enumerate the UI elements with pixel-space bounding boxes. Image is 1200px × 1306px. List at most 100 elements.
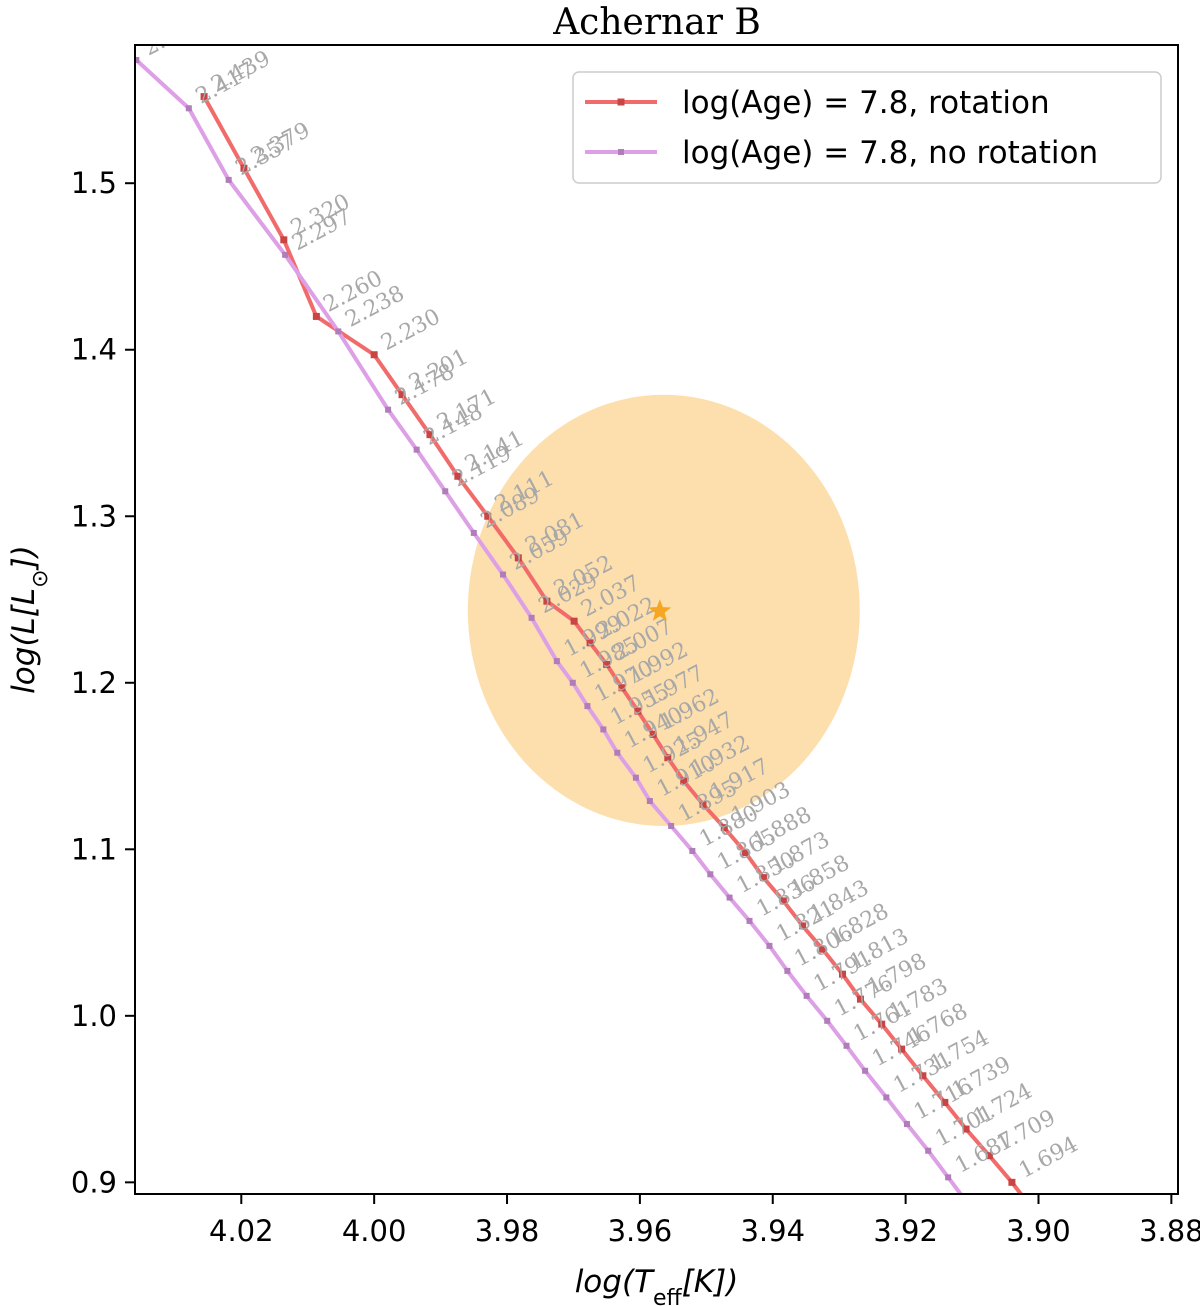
y-axis-label: log(L[L⊙]) bbox=[6, 545, 53, 694]
series-0-point bbox=[878, 1020, 886, 1028]
y-axis-ticks: 0.9 1.0 1.1 1.2 1.3 1.4 1.5 bbox=[71, 166, 135, 1199]
series-1-point bbox=[689, 847, 696, 854]
chart-title: Achernar B bbox=[552, 2, 761, 43]
series-1-point bbox=[569, 679, 576, 686]
series-0-point bbox=[680, 777, 688, 785]
legend-label-no-rotation: log(Age) = 7.8, no rotation bbox=[682, 135, 1098, 171]
series-0-point bbox=[919, 1072, 927, 1080]
series-0-point bbox=[1008, 1178, 1016, 1186]
series-1-point bbox=[632, 774, 639, 781]
legend: log(Age) = 7.8, rotation log(Age) = 7.8,… bbox=[572, 71, 1162, 184]
x-tick-label: 4.00 bbox=[342, 1214, 407, 1248]
series-0-point bbox=[312, 312, 320, 320]
y-tick-label: 1.1 bbox=[71, 832, 117, 866]
series-1-point bbox=[335, 328, 342, 335]
legend-box bbox=[572, 71, 1162, 184]
x-axis-label-text: log(Teff[K]) bbox=[575, 1264, 739, 1306]
series-0-point bbox=[720, 824, 728, 832]
series-1-point bbox=[413, 446, 420, 453]
plot-area: 2.4392.3792.3202.2602.2302.2012.1712.141… bbox=[135, 10, 1082, 1235]
series-1-point bbox=[766, 942, 773, 949]
series-1-point bbox=[600, 726, 607, 733]
series-0-point bbox=[370, 351, 378, 359]
star-layer bbox=[648, 599, 672, 621]
series-0-point bbox=[664, 754, 672, 762]
x-tick-label: 4.02 bbox=[209, 1214, 274, 1248]
series-0-point bbox=[759, 874, 767, 882]
series-0-point bbox=[586, 639, 594, 647]
series-0-point bbox=[280, 236, 288, 244]
series-layer bbox=[135, 56, 1036, 1235]
y-tick-label: 1.3 bbox=[71, 499, 117, 533]
series-0-point bbox=[454, 472, 462, 480]
x-tick-label: 3.88 bbox=[1139, 1214, 1200, 1248]
series-1-point bbox=[385, 406, 392, 413]
series-1-point bbox=[668, 822, 675, 829]
series-1-point bbox=[965, 1201, 971, 1207]
mass-label: 2.476 bbox=[139, 10, 206, 62]
x-axis-ticks: 4.02 4.00 3.98 3.96 3.94 3.92 3.90 3.88 bbox=[209, 1194, 1200, 1248]
series-0-point bbox=[799, 922, 807, 930]
series-0-point bbox=[898, 1045, 906, 1053]
series-0-point bbox=[699, 800, 707, 808]
series-1-point bbox=[135, 56, 140, 63]
series-0-point bbox=[240, 164, 248, 172]
series-0-point bbox=[1029, 1205, 1036, 1212]
series-0-point bbox=[839, 970, 847, 978]
series-1-point bbox=[824, 1017, 831, 1024]
series-0-point bbox=[985, 1152, 993, 1160]
y-axis-label-text: log(L[L⊙]) bbox=[6, 545, 53, 694]
series-0-point bbox=[543, 597, 551, 605]
series-0-point bbox=[634, 707, 642, 715]
series-0-point bbox=[742, 849, 750, 857]
x-tick-label: 3.94 bbox=[740, 1214, 805, 1248]
x-tick-label: 3.92 bbox=[873, 1214, 938, 1248]
series-1-point bbox=[470, 529, 477, 536]
series-1-point bbox=[803, 992, 810, 999]
y-tick-label: 1.0 bbox=[71, 999, 117, 1033]
series-0-point bbox=[819, 945, 827, 953]
series-1-point bbox=[986, 1229, 992, 1235]
series-0-point bbox=[426, 431, 434, 439]
legend-marker-no-rotation bbox=[618, 149, 624, 155]
y-tick-label: 0.9 bbox=[71, 1165, 117, 1199]
series-1-point bbox=[442, 488, 449, 495]
x-tick-label: 3.98 bbox=[475, 1214, 540, 1248]
series-1-point bbox=[746, 917, 753, 924]
series-1-point bbox=[646, 798, 653, 805]
series-0-point bbox=[962, 1125, 970, 1133]
series-1-point bbox=[185, 105, 192, 112]
series-0-point bbox=[603, 660, 611, 668]
series-1-point bbox=[784, 967, 791, 974]
series-1-point bbox=[500, 571, 507, 578]
series-1-point bbox=[862, 1067, 869, 1074]
series-1-point bbox=[553, 658, 560, 665]
plot-frame bbox=[134, 44, 1179, 1195]
x-tick-label: 3.90 bbox=[1006, 1214, 1071, 1248]
y-tick-label: 1.4 bbox=[71, 333, 117, 367]
series-1-point bbox=[903, 1121, 910, 1128]
series-0-point bbox=[398, 391, 406, 399]
series-0-point bbox=[618, 684, 626, 692]
series-0-point bbox=[779, 897, 787, 905]
series-1-point bbox=[843, 1042, 850, 1049]
series-1-point bbox=[726, 894, 733, 901]
series-1-point bbox=[282, 251, 289, 258]
series-1-point bbox=[883, 1094, 890, 1101]
legend-marker-rotation bbox=[617, 98, 625, 106]
x-axis-label: log(Teff[K]) bbox=[575, 1264, 739, 1306]
y-tick-label: 1.2 bbox=[71, 666, 117, 700]
series-1-point bbox=[584, 703, 591, 710]
legend-label-rotation: log(Age) = 7.8, rotation bbox=[682, 85, 1050, 121]
x-tick-label: 3.96 bbox=[608, 1214, 673, 1248]
series-1-point bbox=[528, 614, 535, 621]
series-0-point bbox=[200, 93, 208, 101]
series-0-point bbox=[649, 730, 657, 738]
series-0-point bbox=[570, 617, 578, 625]
series-1-point bbox=[614, 749, 621, 756]
series-1-point bbox=[945, 1174, 952, 1181]
y-tick-label: 1.5 bbox=[71, 166, 117, 200]
series-0-point bbox=[484, 512, 492, 520]
series-0-point bbox=[941, 1098, 949, 1106]
